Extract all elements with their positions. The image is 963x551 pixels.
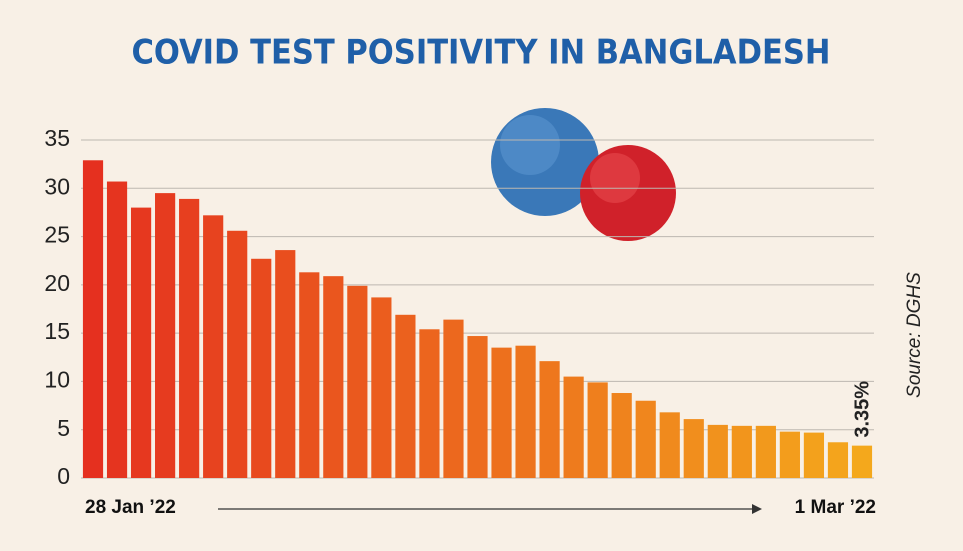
bar [803, 432, 825, 478]
bar [539, 361, 560, 478]
bar [106, 181, 128, 479]
bar [683, 419, 704, 478]
y-tick-label: 10 [44, 367, 70, 393]
bar [251, 258, 272, 478]
bar [851, 445, 873, 478]
bar [82, 160, 104, 478]
bar [635, 400, 656, 478]
bar [155, 193, 176, 478]
y-tick-label: 5 [57, 415, 70, 441]
bar [515, 345, 536, 478]
bar [467, 336, 488, 478]
x-tick-label: 28 Jan ’22 [85, 497, 176, 518]
y-tick-label: 15 [44, 318, 70, 344]
bar [395, 314, 416, 478]
x-tick-label: 1 Mar ’22 [795, 497, 876, 518]
y-tick-label: 30 [44, 173, 70, 199]
virus-illustration [491, 108, 676, 241]
chart-title: COVID TEST POSITIVITY IN BANGLADESH [131, 33, 830, 73]
bar [659, 412, 680, 478]
arrow-head [752, 504, 762, 514]
y-tick-label: 20 [44, 270, 70, 296]
bar [755, 425, 776, 478]
bar [371, 297, 392, 478]
bar [323, 276, 344, 478]
bar [563, 376, 584, 478]
bar [731, 425, 752, 478]
bar [779, 431, 800, 478]
bar [130, 207, 152, 478]
bar [827, 442, 849, 478]
bar [347, 285, 368, 478]
bar [419, 329, 440, 478]
y-tick-label: 35 [44, 125, 70, 151]
bar [611, 393, 632, 478]
bar [227, 230, 248, 478]
y-tick-label: 25 [44, 222, 70, 248]
bar [299, 272, 320, 478]
bar [443, 319, 464, 478]
virus-highlight [590, 153, 640, 203]
bar [707, 424, 728, 478]
virus-highlight [500, 115, 560, 175]
y-tick-label: 0 [57, 463, 70, 489]
bar [203, 215, 224, 478]
value-label: 3.35% [851, 381, 873, 438]
bar [179, 198, 200, 478]
bar [275, 250, 296, 478]
bar [587, 382, 608, 478]
source: Source: DGHS [904, 272, 925, 398]
bar [491, 347, 512, 478]
